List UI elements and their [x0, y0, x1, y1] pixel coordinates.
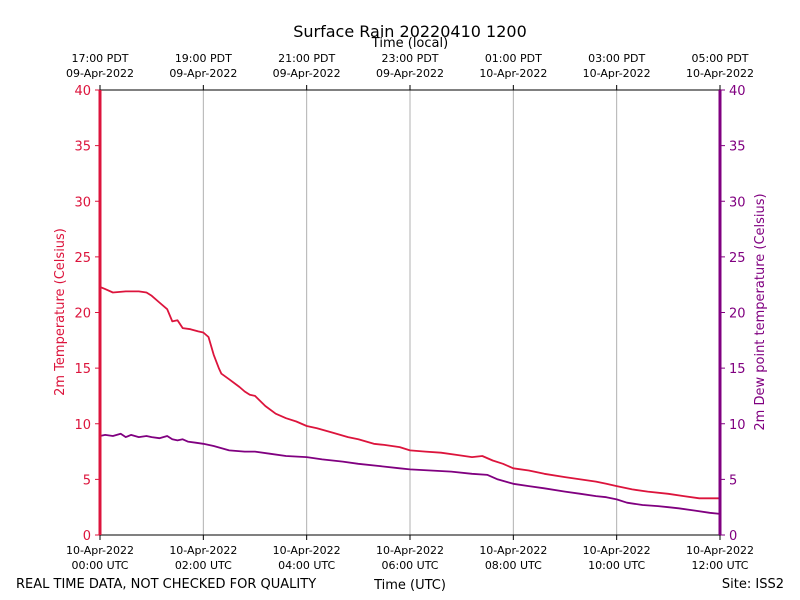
- y-tick-label-right: 15: [729, 362, 746, 377]
- top-tick-label-date: 09-Apr-2022: [169, 67, 237, 80]
- x-tick-label-time: 08:00 UTC: [485, 559, 542, 572]
- x-tick-label-time: 06:00 UTC: [381, 559, 438, 572]
- x-tick-label-time: 04:00 UTC: [278, 559, 335, 572]
- x-tick-label-date: 10-Apr-2022: [169, 544, 237, 557]
- top-tick-label-time: 23:00 PDT: [381, 52, 438, 65]
- temperature-series-line: [99, 286, 720, 500]
- top-tick-label-time: 01:00 PDT: [485, 52, 542, 65]
- series-layer: [99, 286, 721, 515]
- dewpoint-series-line: [99, 432, 721, 515]
- y-tick-label-left: 30: [74, 195, 91, 210]
- y-axis-label-right: 2m Dew point temperature (Celsius): [753, 193, 768, 430]
- top-tick-label-time: 17:00 PDT: [71, 52, 128, 65]
- axes: 0 0 5 5 10 10 15 15 20 20 25 25 30 30 35 35 40 40 10-Apr-2…: [66, 52, 754, 572]
- top-tick-label-date: 09-Apr-2022: [66, 67, 134, 80]
- x-axis-label: Time (UTC): [373, 578, 446, 593]
- y-axis-label-left: 2m Temperature (Celsius): [53, 228, 68, 396]
- y-tick-label-left: 5: [83, 473, 91, 488]
- x-tick-label-time: 02:00 UTC: [175, 559, 232, 572]
- x-tick-label-date: 10-Apr-2022: [376, 544, 444, 557]
- top-tick-label-date: 09-Apr-2022: [273, 67, 341, 80]
- y-tick-label-left: 15: [74, 362, 91, 377]
- y-tick-label-left: 0: [83, 529, 91, 544]
- x-tick-label-date: 10-Apr-2022: [66, 544, 134, 557]
- grid: [202, 90, 618, 535]
- top-tick-label-date: 10-Apr-2022: [583, 67, 651, 80]
- site-label: Site: ISS2: [722, 577, 784, 592]
- x-tick-label-time: 00:00 UTC: [71, 559, 128, 572]
- chart-title: Surface Rain 20220410 1200: [293, 22, 527, 41]
- x-tick-label-time: 10:00 UTC: [588, 559, 645, 572]
- top-tick-label-time: 03:00 PDT: [588, 52, 645, 65]
- y-tick-label-right: 10: [729, 418, 746, 433]
- top-tick-label-date: 10-Apr-2022: [686, 67, 754, 80]
- x-tick-label-date: 10-Apr-2022: [273, 544, 341, 557]
- top-tick-label-time: 05:00 PDT: [691, 52, 748, 65]
- top-tick-label-time: 21:00 PDT: [278, 52, 335, 65]
- y-tick-label-right: 0: [729, 529, 737, 544]
- y-tick-label-left: 35: [74, 140, 91, 155]
- quality-disclaimer: REAL TIME DATA, NOT CHECKED FOR QUALITY: [16, 577, 316, 592]
- y-tick-label-right: 35: [729, 140, 746, 155]
- top-tick-label-date: 09-Apr-2022: [376, 67, 444, 80]
- top-tick-label-date: 10-Apr-2022: [479, 67, 547, 80]
- y-tick-label-left: 40: [74, 84, 91, 99]
- y-tick-label-right: 20: [729, 307, 746, 322]
- top-axis-label: Time (local): [371, 36, 448, 51]
- y-tick-label-right: 40: [729, 84, 746, 99]
- y-tick-label-right: 25: [729, 251, 746, 266]
- x-tick-label-time: 12:00 UTC: [691, 559, 748, 572]
- y-tick-label-right: 5: [729, 473, 737, 488]
- x-tick-label-date: 10-Apr-2022: [686, 544, 754, 557]
- x-tick-label-date: 10-Apr-2022: [583, 544, 651, 557]
- y-tick-label-left: 25: [74, 251, 91, 266]
- y-tick-label-left: 20: [74, 307, 91, 322]
- y-tick-label-left: 10: [74, 418, 91, 433]
- top-tick-label-time: 19:00 PDT: [175, 52, 232, 65]
- y-tick-label-right: 30: [729, 195, 746, 210]
- x-tick-label-date: 10-Apr-2022: [479, 544, 547, 557]
